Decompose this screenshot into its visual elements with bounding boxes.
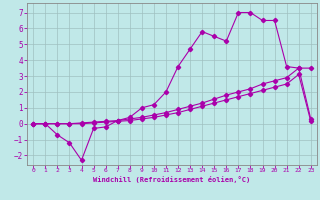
X-axis label: Windchill (Refroidissement éolien,°C): Windchill (Refroidissement éolien,°C) <box>93 176 251 183</box>
